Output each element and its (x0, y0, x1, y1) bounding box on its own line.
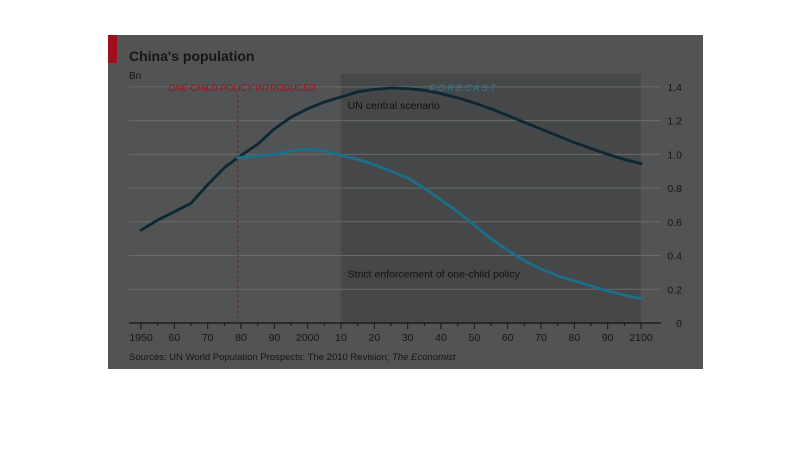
x-tick-label: 90 (268, 332, 280, 344)
y-tick-label: 1.2 (667, 116, 682, 128)
x-tick-label: 1950 (129, 332, 153, 344)
y-tick-label: 0 (676, 318, 682, 330)
series-label-strict-enforcement: Strict enforcement of one-child policy (348, 268, 521, 280)
y-tick-label: 0.4 (667, 251, 682, 263)
y-axis-tick-labels: 0 0.2 0.4 0.6 0.8 1.0 1.2 1.4 (667, 82, 682, 330)
source-text: Sources: UN World Population Prospects: … (129, 352, 392, 363)
y-tick-label: 1.0 (667, 149, 682, 161)
series-label-un-central: UN central scenario (348, 100, 440, 112)
x-tick-label: 30 (402, 332, 414, 344)
x-tick-label: 80 (568, 332, 580, 344)
x-tick-label: 2000 (296, 332, 320, 344)
policy-marker-label: ONE-CHILD POLICY INTRODUCED (168, 83, 316, 93)
y-tick-label: 1.4 (667, 82, 682, 94)
series-line-0 (139, 86, 643, 232)
series-lines (139, 86, 643, 300)
x-tick-label: 40 (435, 332, 447, 344)
series-line-1 (236, 147, 643, 300)
y-tick-label: 0.8 (667, 183, 682, 195)
y-tick-label: 0.2 (667, 284, 682, 296)
x-tick-label: 2100 (629, 332, 653, 344)
x-tick-label: 20 (368, 332, 380, 344)
y-unit-label: Bn (129, 71, 141, 82)
source-note: Sources: UN World Population Prospects: … (129, 352, 456, 363)
x-tick-label: 60 (168, 332, 180, 344)
x-axis-ticks: 1950 60 70 80 90 2000 10 20 30 40 50 60 70 80 90 2100 (129, 323, 653, 344)
x-tick-label: 80 (235, 332, 247, 344)
forecast-region (341, 74, 641, 323)
x-tick-label: 70 (202, 332, 214, 344)
chart-title: China's population (129, 48, 254, 64)
y-tick-label: 0.6 (667, 217, 682, 229)
forecast-label: F O R E C A S T (430, 83, 497, 93)
x-tick-label: 50 (468, 332, 480, 344)
x-tick-label: 60 (502, 332, 514, 344)
x-tick-label: 70 (535, 332, 547, 344)
x-tick-label: 90 (602, 332, 614, 344)
title-accent-bar (108, 35, 117, 63)
x-tick-label: 10 (335, 332, 347, 344)
source-publication: The Economist (392, 352, 456, 363)
